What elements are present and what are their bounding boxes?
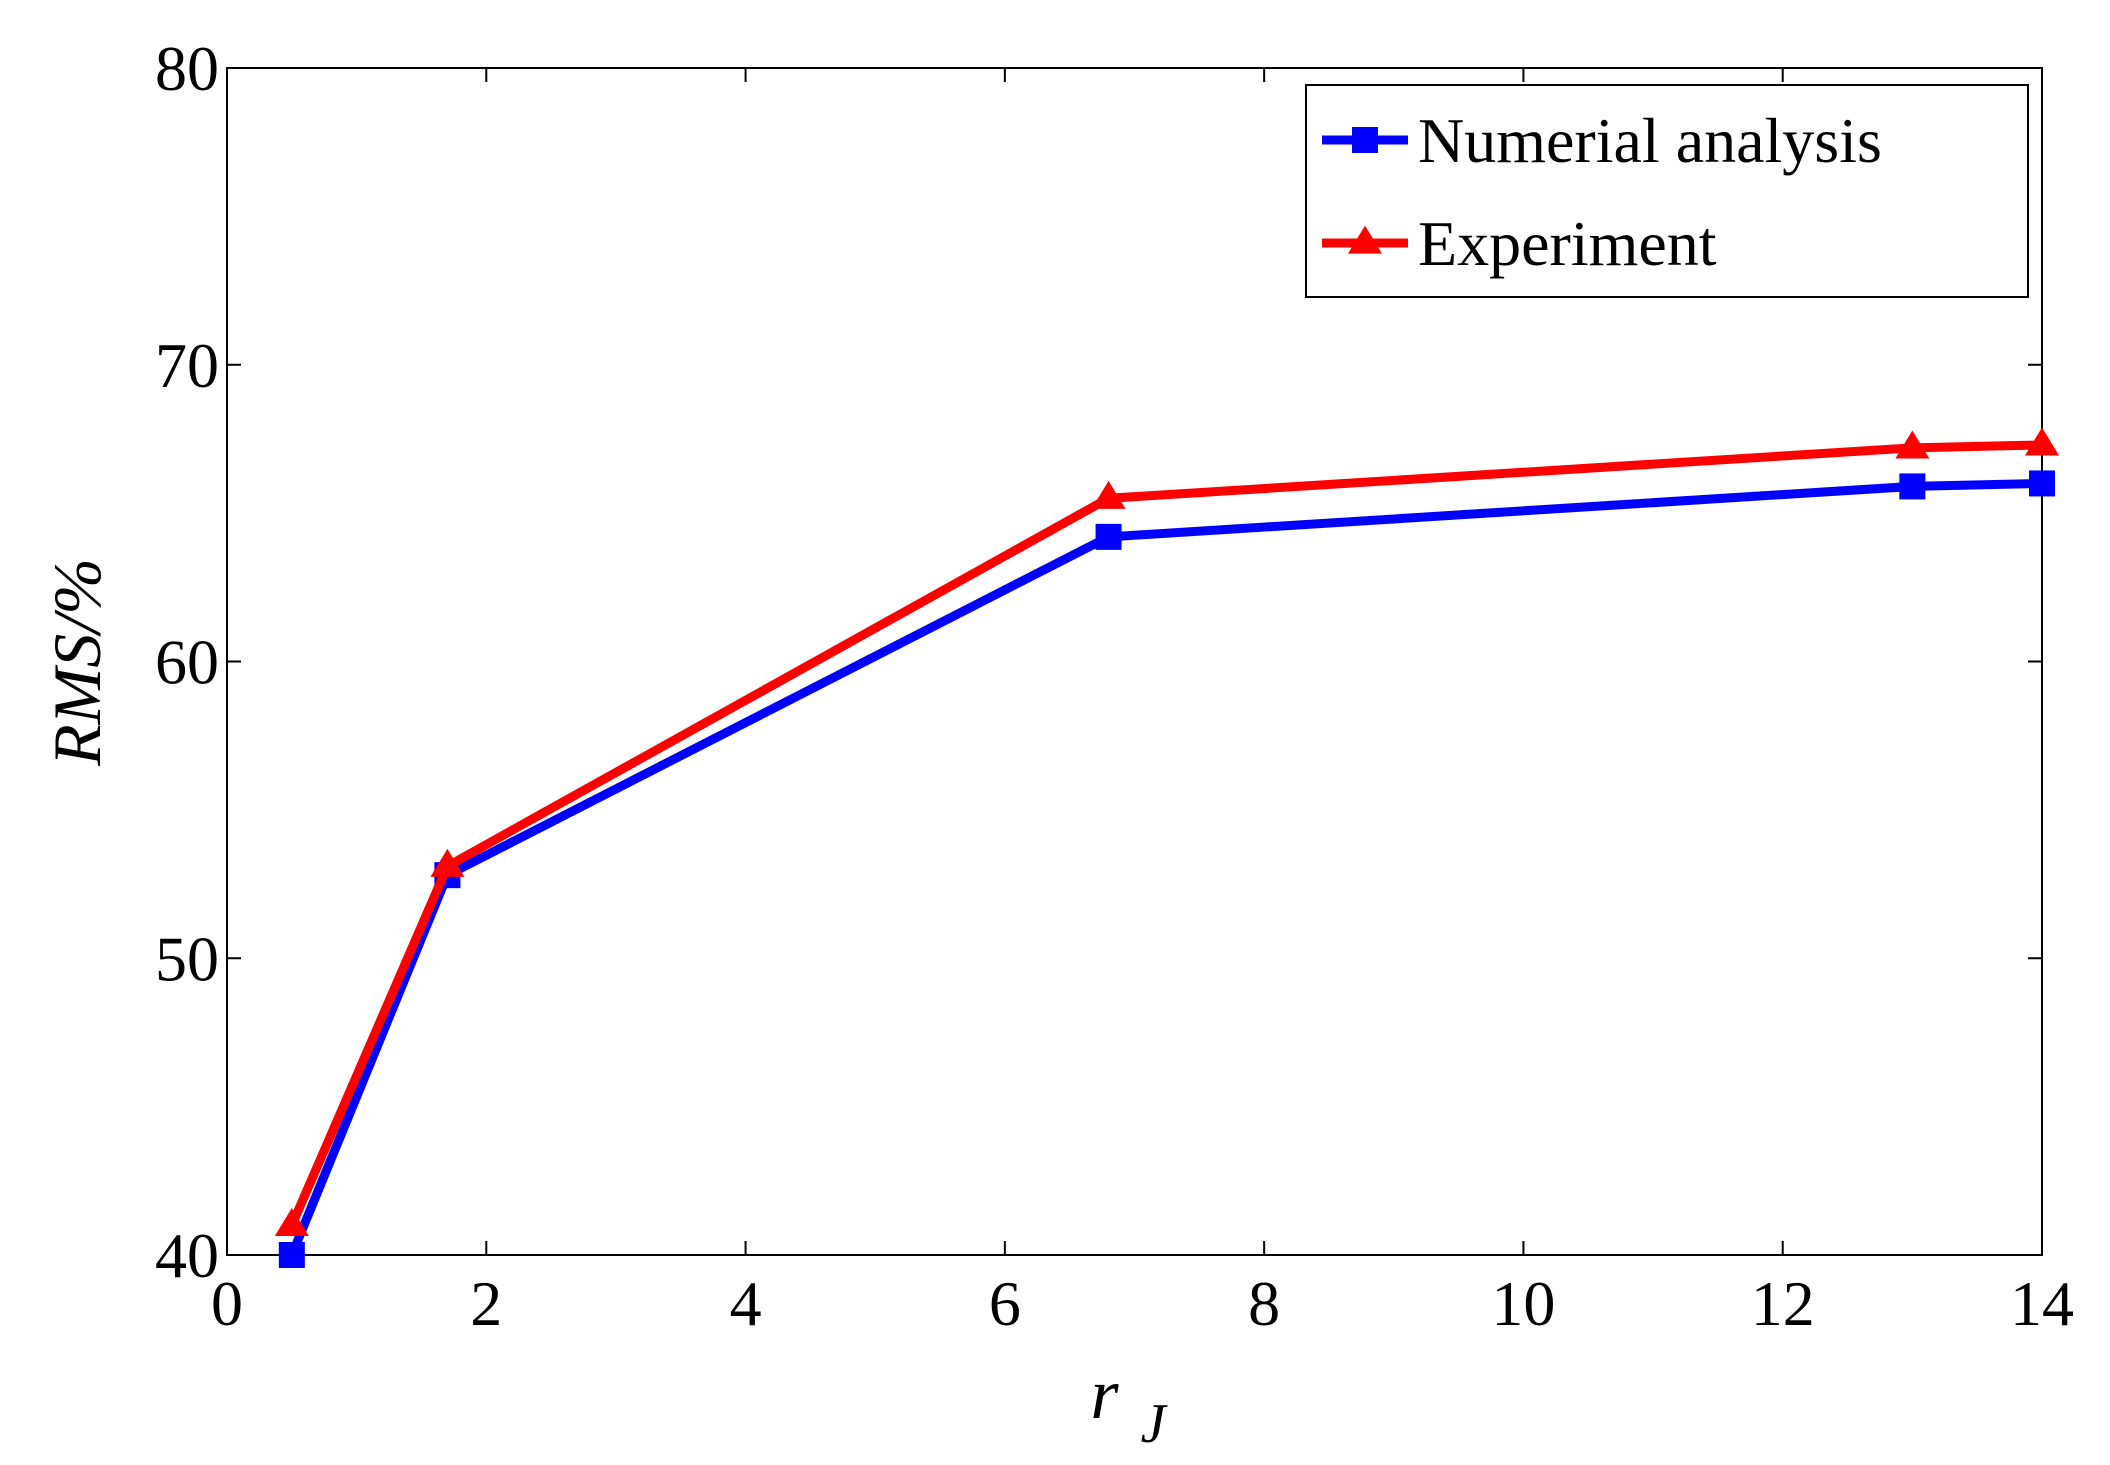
- x-axis-title: r J: [1091, 1354, 1169, 1455]
- y-tick-label: 70: [155, 330, 219, 401]
- x-tick-label: 12: [1751, 1268, 1815, 1339]
- data-point: [1899, 473, 1926, 500]
- x-tick-label: 4: [730, 1268, 762, 1339]
- x-axis-title-subscript: J: [1141, 1393, 1169, 1455]
- legend-box: [1305, 84, 2029, 298]
- x-tick-label: 2: [470, 1268, 502, 1339]
- legend-entry: Numerial analysis: [1322, 105, 1882, 176]
- axis-ticks: [226, 67, 2043, 1256]
- data-point: [2029, 470, 2055, 497]
- x-tick-label: 14: [2010, 1268, 2074, 1339]
- data-point: [1095, 523, 1122, 550]
- data-point: [274, 1207, 309, 1236]
- x-tick-label: 6: [989, 1268, 1021, 1339]
- legend-entry: Experiment: [1322, 208, 1717, 279]
- data-point: [430, 848, 465, 877]
- legend-marker: [1348, 225, 1382, 254]
- x-tick-label: 8: [1248, 1268, 1280, 1339]
- legend-entries: Numerial analysis Experiment: [1322, 105, 1882, 279]
- x-axis-title-main: r: [1091, 1354, 1120, 1434]
- y-tick-label: 50: [155, 923, 219, 994]
- y-tick-label: 60: [155, 627, 219, 698]
- data-point: [278, 1242, 305, 1268]
- legend-marker: [1352, 127, 1378, 153]
- data-point: [1895, 430, 1930, 459]
- x-tick-label: 0: [211, 1268, 243, 1339]
- y-tick-label: 40: [155, 1220, 219, 1291]
- legend: Numerial analysis Experiment: [1305, 84, 2029, 298]
- series-experiment: [274, 427, 2059, 1236]
- series-layer: [274, 427, 2059, 1268]
- legend-label: Experiment: [1418, 208, 1717, 279]
- data-point: [1091, 480, 1126, 509]
- axis-tick-labels: 0 2 4 6 8 10 12 14 40 50 60 70 80: [155, 33, 2074, 1339]
- data-point: [2025, 427, 2059, 456]
- legend-label: Numerial analysis: [1418, 105, 1882, 176]
- y-tick-label: 80: [155, 33, 219, 104]
- y-axis-title: RMS/%: [39, 558, 115, 767]
- x-tick-label: 10: [1491, 1268, 1555, 1339]
